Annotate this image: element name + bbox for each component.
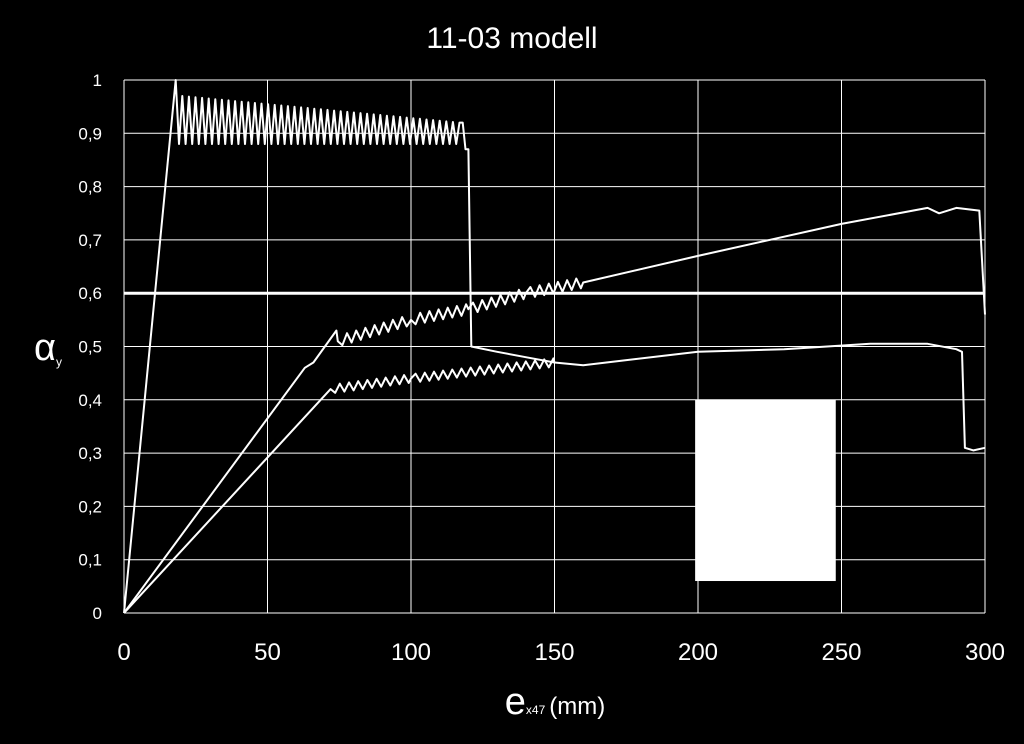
y-tick-label: 0,4 xyxy=(78,391,102,410)
y-axis-label-sub: y xyxy=(56,355,62,369)
grid xyxy=(123,79,986,614)
x-tick-label: 50 xyxy=(254,639,281,666)
y-tick-label: 0,9 xyxy=(78,124,102,143)
x-axis-label-unit: (mm) xyxy=(549,693,605,720)
series-layer xyxy=(123,79,986,614)
y-axis-label-main: α xyxy=(34,327,56,369)
y-tick-label: 1 xyxy=(93,71,102,90)
x-tick-label: 0 xyxy=(117,639,130,666)
y-tick-label: 0,7 xyxy=(78,231,102,250)
x-tick-label: 100 xyxy=(391,639,431,666)
y-axis-label: αy xyxy=(34,327,62,369)
x-tick-label: 150 xyxy=(534,639,574,666)
y-tick-label: 0,5 xyxy=(78,338,102,357)
series-line-2 xyxy=(123,206,986,614)
tick-labels: 0 0,1 0,2 0,3 0,4 0,5 0,6 0,7 0,8 0,9 1 0 50 100 150 20… xyxy=(78,71,1005,666)
chart-title: 11-03 modell xyxy=(426,22,597,55)
x-axis-label-sub: x47 xyxy=(526,703,546,717)
y-tick-label: 0 xyxy=(93,604,102,623)
y-tick-label: 0,3 xyxy=(78,444,102,463)
x-axis-label: ex47 (mm) xyxy=(505,681,605,723)
y-tick-label: 0,1 xyxy=(78,551,102,570)
y-tick-label: 0,6 xyxy=(78,284,102,303)
x-tick-label: 250 xyxy=(821,639,861,666)
x-tick-label: 200 xyxy=(678,639,718,666)
overlay-box-layer xyxy=(695,399,836,582)
x-tick-label: 300 xyxy=(965,639,1005,666)
overlay-box xyxy=(695,399,836,582)
y-tick-label: 0,2 xyxy=(78,497,102,516)
x-axis-label-main: e xyxy=(505,681,526,723)
y-tick-label: 0,8 xyxy=(78,178,102,197)
series-line-1 xyxy=(123,79,555,614)
series-line-3 xyxy=(123,342,986,614)
